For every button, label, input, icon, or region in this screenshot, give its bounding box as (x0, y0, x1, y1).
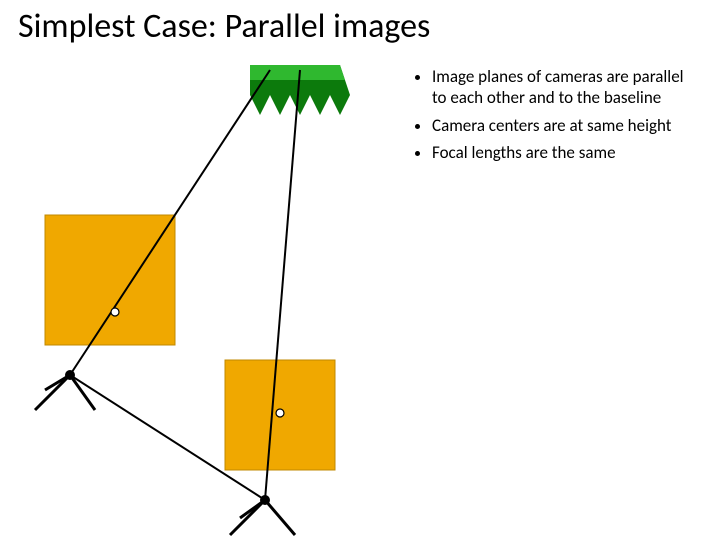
left-tripod-leg (35, 375, 70, 410)
right-camera-center-dot (260, 495, 270, 505)
bullet-item: Camera centers are at same height (432, 115, 690, 136)
bullet-item: Focal lengths are the same (432, 142, 690, 163)
left-image-plane (45, 215, 175, 345)
left-tripod-leg (70, 375, 95, 410)
stereo-diagram (0, 40, 420, 540)
right-principal-point (276, 409, 284, 417)
bullet-list: Image planes of cameras are parallel to … (410, 66, 690, 169)
slide: Simplest Case: Parallel images Image pla… (0, 0, 720, 540)
bullet-item: Image planes of cameras are parallel to … (432, 66, 690, 109)
left-principal-point (111, 308, 119, 316)
right-tripod-leg (265, 500, 295, 535)
left-camera-center-dot (65, 370, 75, 380)
